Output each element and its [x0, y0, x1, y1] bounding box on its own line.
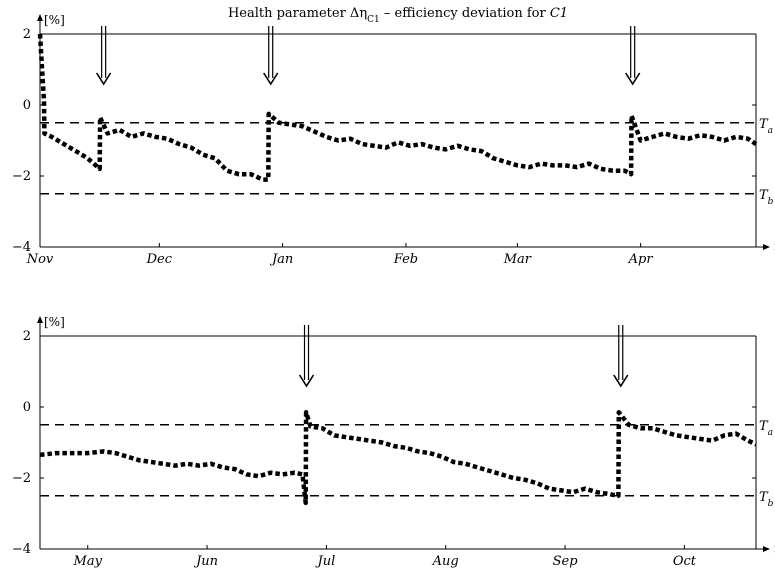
x-axis-arrow: [763, 244, 770, 250]
arrow-head: [298, 374, 315, 388]
x-tick-label: Jan: [269, 252, 293, 267]
maintenance-arrow: [298, 325, 315, 388]
maintenance-arrow: [263, 26, 279, 86]
x-axis-arrow: [763, 546, 770, 552]
x-tick-label: Apr: [628, 252, 654, 267]
arrow-head: [95, 72, 112, 86]
arrow-head: [613, 374, 629, 388]
x-tick-label: Aug: [432, 554, 459, 569]
arrow-head: [625, 72, 641, 86]
y-tick-label: 2: [23, 27, 31, 42]
y-unit-label: [%]: [44, 315, 65, 329]
y-tick-label: −2: [12, 471, 31, 486]
chart-title: Health parameter ΔηC1 – efficiency devia…: [228, 6, 568, 25]
y-unit-label: [%]: [44, 13, 65, 27]
y-tick-label: 0: [23, 98, 31, 113]
threshold-label: Ta: [759, 419, 773, 438]
maintenance-arrow: [95, 26, 112, 86]
threshold-label: Tb: [759, 490, 774, 509]
maintenance-arrow: [613, 325, 629, 388]
arrow-head: [263, 72, 279, 86]
x-tick-label: Oct: [673, 554, 697, 569]
threshold-label: Ta: [759, 117, 773, 136]
x-tick-label: Sep: [553, 554, 579, 569]
y-tick-label: 0: [23, 400, 31, 415]
x-tick-label: May: [73, 554, 103, 569]
series-line: [39, 410, 757, 506]
y-tick-label: 2: [23, 329, 31, 344]
series-line: [37, 33, 758, 182]
y-tick-label: −2: [12, 169, 31, 184]
y-axis-arrow: [37, 14, 43, 21]
x-tick-label: Mar: [503, 252, 532, 267]
y-axis-arrow: [37, 316, 43, 323]
y-tick-label: −4: [12, 542, 31, 557]
x-tick-label: Dec: [146, 252, 173, 267]
threshold-label: Tb: [759, 188, 774, 207]
x-tick-label: Feb: [393, 252, 418, 267]
y-tick-label: −4: [12, 240, 31, 255]
maintenance-arrow: [625, 26, 641, 86]
x-tick-label: Nov: [26, 252, 54, 267]
x-tick-label: Jun: [193, 554, 218, 569]
x-tick-label: Jul: [315, 554, 336, 569]
